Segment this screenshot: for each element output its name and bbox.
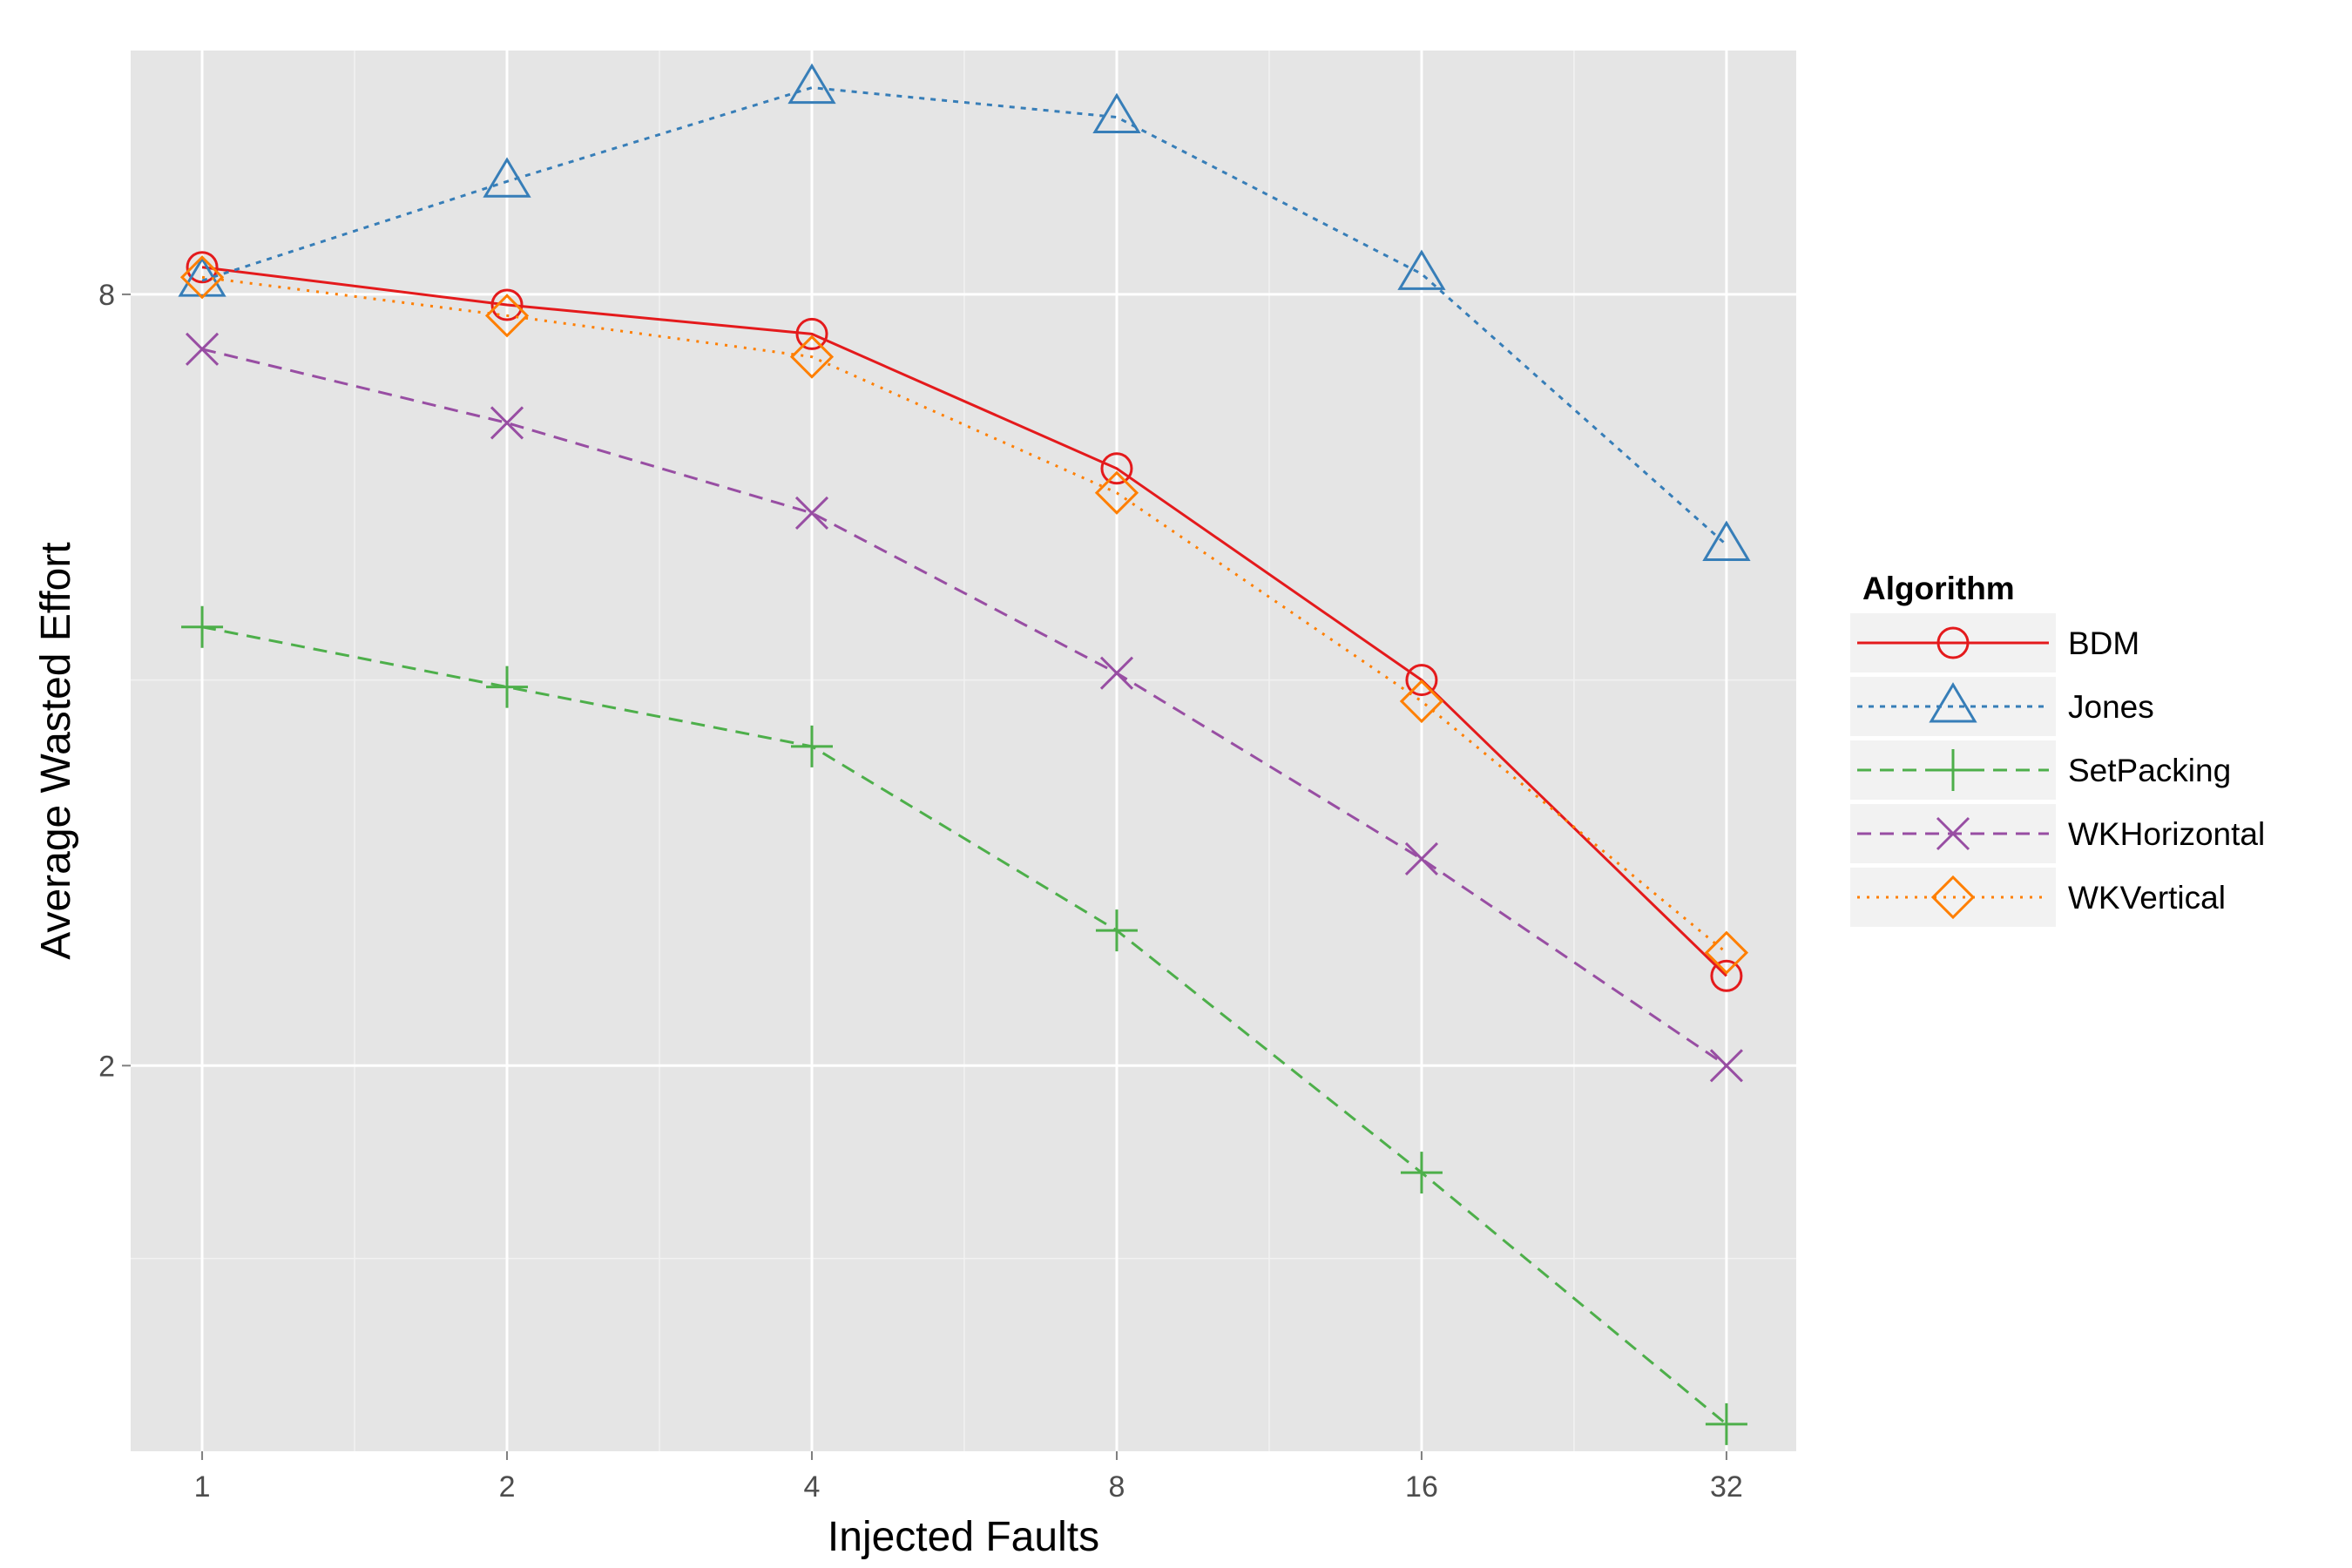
legend-label-bdm: BDM xyxy=(2068,625,2139,661)
legend-label-jones: Jones xyxy=(2068,689,2154,725)
x-axis-title: Injected Faults xyxy=(828,1514,1099,1560)
x-tick-label: 2 xyxy=(499,1470,516,1504)
data-point-jones xyxy=(483,157,531,198)
minor-grid xyxy=(131,51,1796,1451)
legend-item-wkvertical: WKVertical xyxy=(1850,868,2226,927)
legend: Algorithm BDM Jones SetPacking WKHorizontal… xyxy=(1850,571,2265,927)
plot-panel xyxy=(131,51,1796,1451)
data-point-setpacking xyxy=(181,605,224,648)
data-point-jones xyxy=(1397,249,1446,290)
data-point-wkhorizontal xyxy=(185,332,220,366)
data-point-wkvertical xyxy=(484,294,530,338)
data-point-wkvertical xyxy=(1094,470,1139,515)
data-point-wkhorizontal xyxy=(1404,841,1439,876)
data-point-setpacking xyxy=(1400,1152,1443,1194)
data-point-jones xyxy=(1092,92,1141,134)
data-point-bdm xyxy=(1405,664,1438,697)
data-point-bdm xyxy=(1710,959,1743,992)
legend-key-marker-wkvertical xyxy=(1930,875,1976,920)
data-point-jones xyxy=(787,63,836,105)
x-tick-labels: 1 2 4 8 16 32 xyxy=(194,1470,1743,1504)
legend-key-marker-wkhorizontal xyxy=(1936,816,1970,851)
series-setpacking xyxy=(181,605,1747,1445)
series-layer xyxy=(178,63,1751,1445)
legend-item-bdm: BDM xyxy=(1850,613,2139,672)
series-wkvertical xyxy=(179,255,1749,975)
x-tick-label: 16 xyxy=(1405,1470,1438,1504)
data-point-setpacking xyxy=(486,666,529,708)
series-line-setpacking xyxy=(201,625,1727,1425)
data-point-wkvertical xyxy=(1399,679,1444,724)
legend-item-jones: Jones xyxy=(1850,677,2154,736)
legend-label-wkhorizontal: WKHorizontal xyxy=(2068,816,2265,852)
y-axis-title: Average Wasted Effort xyxy=(33,542,79,959)
data-point-wkhorizontal xyxy=(490,406,524,440)
data-point-wkvertical xyxy=(179,255,225,300)
data-point-wkvertical xyxy=(1704,930,1749,975)
legend-item-wkhorizontal: WKHorizontal xyxy=(1850,804,2265,863)
series-line-bdm xyxy=(201,266,1727,977)
x-tick-label: 8 xyxy=(1109,1470,1125,1504)
legend-item-setpacking: SetPacking xyxy=(1850,740,2231,800)
data-point-jones xyxy=(1702,520,1751,561)
data-point-setpacking xyxy=(1095,909,1138,952)
legend-keys: BDM Jones SetPacking WKHorizontal WKVertical xyxy=(1850,613,2265,927)
series-line-wkhorizontal xyxy=(201,348,1727,1067)
x-tick-label: 32 xyxy=(1710,1470,1743,1504)
y-tick-label: 2 xyxy=(98,1050,115,1083)
x-tick-label: 4 xyxy=(804,1470,821,1504)
y-tick-labels: 28 xyxy=(98,279,115,1083)
legend-key-marker-setpacking xyxy=(1932,749,1974,791)
data-point-setpacking xyxy=(1705,1402,1747,1445)
series-bdm xyxy=(186,251,1743,992)
data-point-wkhorizontal xyxy=(794,496,829,530)
legend-key-marker-bdm xyxy=(1936,626,1970,659)
x-tick-label: 1 xyxy=(194,1470,211,1504)
legend-title: Algorithm xyxy=(1862,571,2015,606)
legend-key-marker-jones xyxy=(1929,682,1977,723)
legend-label-wkvertical: WKVertical xyxy=(2068,880,2226,916)
data-point-bdm xyxy=(186,251,219,284)
data-point-setpacking xyxy=(791,725,834,767)
data-point-bdm xyxy=(490,288,524,321)
data-point-wkvertical xyxy=(789,335,835,379)
data-point-bdm xyxy=(795,317,828,350)
legend-label-setpacking: SetPacking xyxy=(2068,753,2231,788)
axis-ticks xyxy=(122,293,1727,1460)
data-point-bdm xyxy=(1100,452,1133,485)
y-tick-label: 8 xyxy=(98,279,115,312)
data-point-wkhorizontal xyxy=(1709,1049,1743,1083)
data-point-wkhorizontal xyxy=(1099,656,1134,690)
series-wkhorizontal xyxy=(185,332,1743,1083)
